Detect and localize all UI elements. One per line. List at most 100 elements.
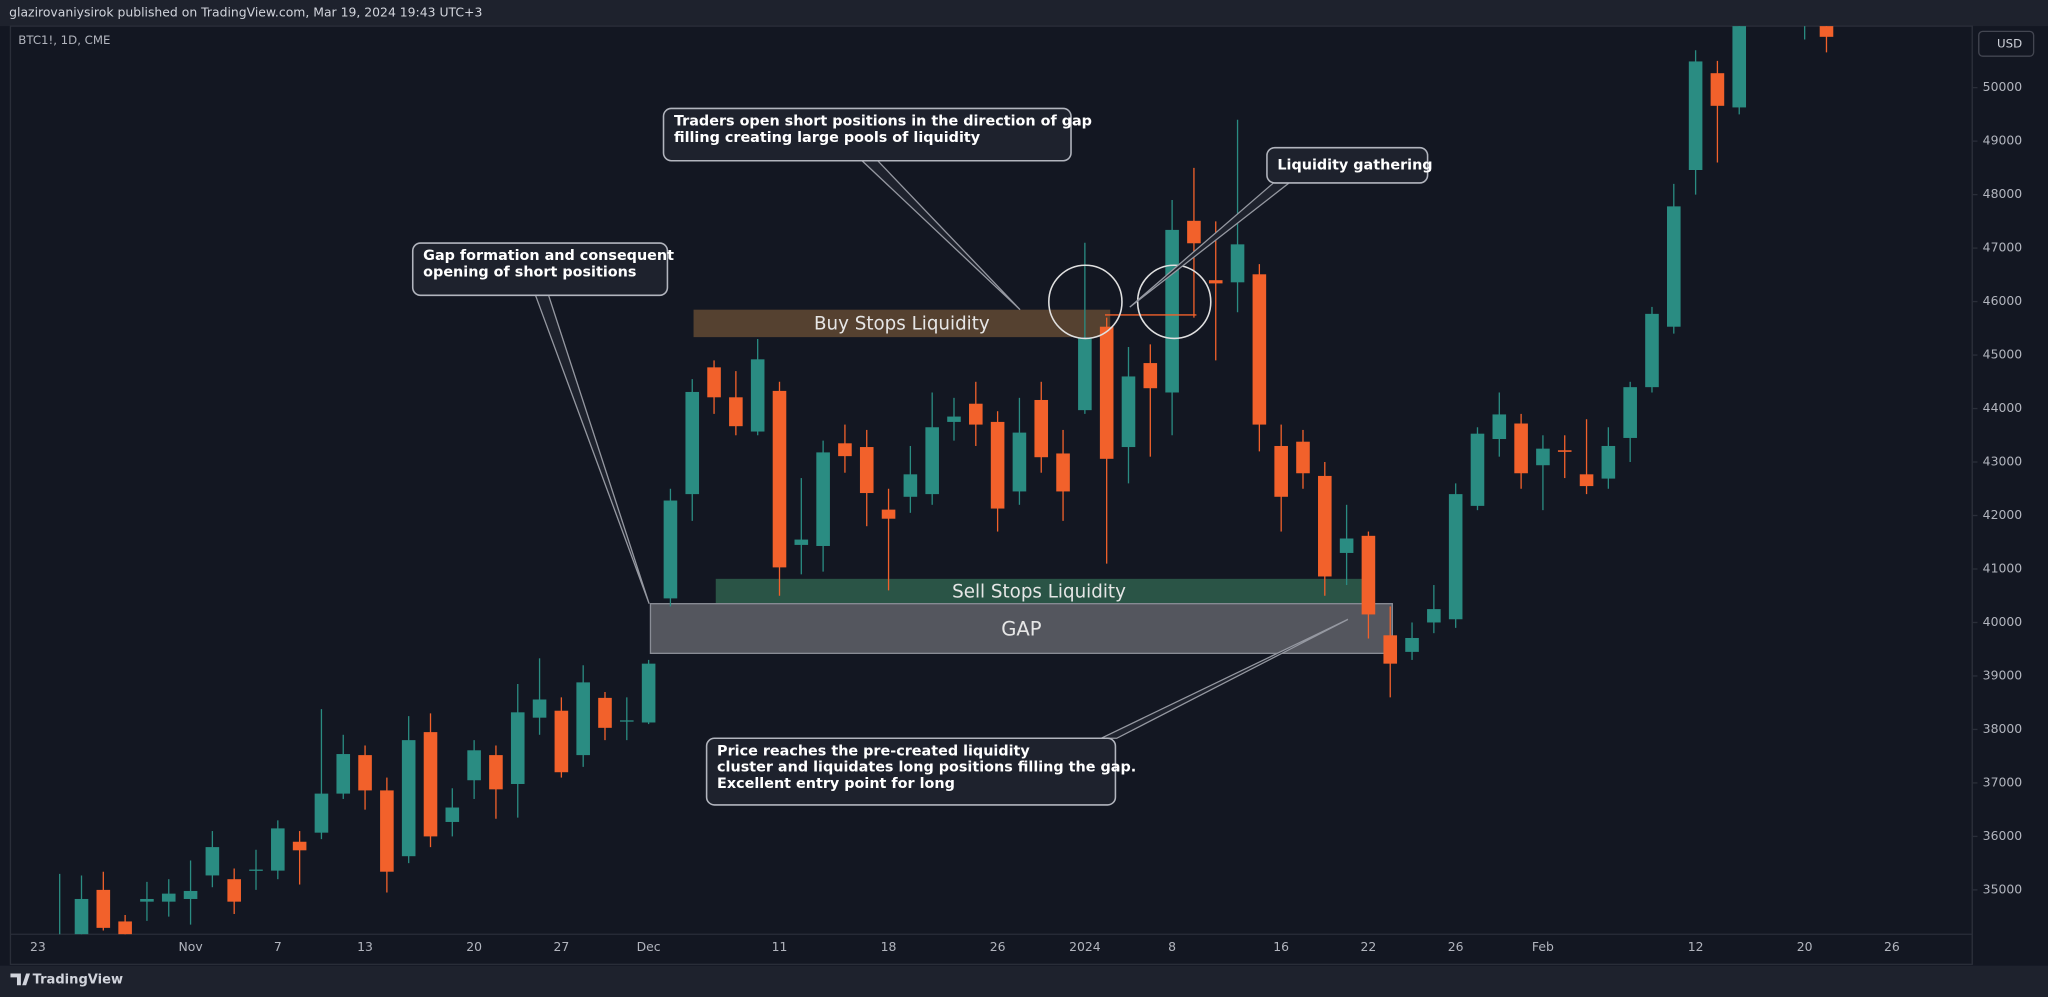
zone	[693, 309, 1111, 338]
candle-body	[1623, 387, 1637, 438]
candle-body	[947, 416, 961, 422]
candle-body	[510, 712, 525, 784]
candle-body	[1099, 326, 1114, 459]
candle-body	[1361, 535, 1376, 615]
candle-body	[772, 390, 787, 568]
footer-logo-icon	[10, 973, 31, 986]
y-tick-label: 50000	[1983, 79, 2023, 94]
footer-logo: TradingView	[33, 973, 123, 988]
zone-label: GAP	[1001, 617, 1042, 640]
candle-body	[554, 710, 569, 773]
callout-text: Traders open short positions in the dire…	[674, 114, 1092, 130]
y-tick-label: 37000	[1983, 774, 2023, 789]
candle-body	[707, 367, 721, 398]
y-tick-label: 47000	[1983, 240, 2023, 255]
currency-button[interactable]	[1978, 30, 2035, 57]
candle-body	[314, 793, 329, 833]
x-tick-label: 22	[1361, 939, 1377, 954]
candle-body	[1470, 433, 1485, 506]
callout-text: Price reaches the pre-created liquidity	[717, 743, 1030, 759]
candle-body	[1427, 609, 1441, 623]
x-tick-label: 2024	[1069, 939, 1101, 954]
candle-body	[1448, 494, 1463, 620]
candle-body	[1405, 637, 1419, 652]
candle-body	[881, 509, 896, 519]
x-tick-label: 11	[772, 939, 788, 954]
callout-box	[1266, 146, 1429, 184]
candle-body	[1339, 538, 1354, 553]
candle-body	[1121, 376, 1136, 448]
candle-body	[1143, 363, 1158, 389]
candle-body	[1579, 474, 1594, 487]
candle-body	[1667, 206, 1681, 327]
candle-body	[903, 474, 918, 497]
candle-body	[183, 890, 198, 899]
callout-text: Gap formation and consequent	[423, 248, 674, 264]
y-tick-label: 36000	[1983, 828, 2023, 843]
candle-body	[140, 898, 154, 902]
candle-body	[729, 397, 743, 427]
y-tick-label: 49000	[1983, 133, 2023, 148]
candle-body	[467, 750, 481, 781]
candle-body	[1034, 399, 1049, 458]
header-text: glazirovaniysirok published on TradingVi…	[9, 5, 482, 20]
x-tick-label: 20	[1797, 939, 1813, 954]
zone-label: Buy Stops Liquidity	[814, 314, 990, 335]
header-bar	[0, 0, 2048, 27]
candle-body	[1557, 450, 1572, 452]
candle-body	[336, 754, 351, 794]
callout-text: opening of short positions	[423, 264, 636, 280]
x-tick-label: 23	[30, 939, 46, 954]
x-tick-label: 18	[881, 939, 897, 954]
candle-body	[271, 828, 285, 871]
candle-body	[1732, 26, 1747, 108]
candle-body	[1688, 61, 1703, 171]
candle-body	[750, 359, 765, 432]
y-tick-label: 48000	[1983, 186, 2023, 201]
candle-body	[620, 720, 634, 722]
candle-body	[1274, 445, 1288, 497]
candle-body	[1492, 414, 1507, 440]
highlight-circle	[1048, 264, 1123, 340]
candle-body	[358, 755, 372, 791]
candle-body	[838, 443, 852, 457]
zone	[715, 578, 1363, 604]
x-tick-label: 20	[466, 939, 482, 954]
y-tick-label: 35000	[1983, 881, 2023, 896]
callout-text: filling creating large pools of liquidit…	[674, 130, 981, 146]
candle-body	[1056, 453, 1070, 492]
candle-body	[1536, 448, 1550, 466]
candle-body	[1601, 445, 1616, 479]
x-tick-label: 26	[990, 939, 1006, 954]
candle-body	[816, 452, 830, 546]
candle-body	[205, 847, 220, 876]
candle-body	[401, 740, 416, 857]
candle-body	[969, 403, 983, 425]
candle-body	[118, 921, 132, 935]
callout-text: Excellent entry point for long	[717, 776, 955, 792]
candle-body	[227, 879, 241, 902]
x-tick-label: 7	[274, 939, 282, 954]
candle-body	[292, 841, 307, 851]
candle-body	[576, 682, 590, 756]
callout-box	[662, 107, 1072, 162]
candle-body	[859, 447, 874, 494]
currency-label: USD	[1997, 36, 2022, 50]
callout-box	[411, 242, 669, 297]
candle-body	[1710, 73, 1725, 106]
candle-body	[1252, 274, 1267, 425]
candle-body	[96, 889, 111, 928]
footer-bar	[0, 965, 2048, 997]
x-tick-label: 8	[1168, 939, 1176, 954]
y-tick-label: 41000	[1983, 560, 2023, 575]
x-tick-label: 26	[1884, 939, 1900, 954]
candle-body	[532, 699, 547, 718]
candle-body	[1819, 26, 1834, 37]
y-tick-label: 45000	[1983, 347, 2023, 362]
x-tick-label: Dec	[637, 939, 661, 954]
candle-body	[1078, 337, 1092, 411]
candle-body	[1012, 432, 1027, 492]
y-tick-label: 39000	[1983, 667, 2023, 682]
